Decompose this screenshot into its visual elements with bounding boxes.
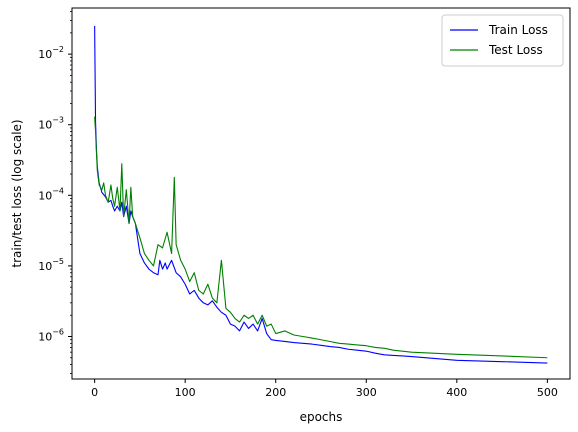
x-tick-label: 100 [175, 386, 196, 399]
y-tick-label: 10−5 [38, 257, 64, 273]
x-tick-label: 500 [537, 386, 558, 399]
y-tick-label: 10−2 [38, 45, 64, 61]
y-tick-label: 10−4 [38, 186, 64, 202]
legend-box [441, 14, 564, 67]
x-axis-label: epochs [300, 410, 343, 424]
x-tick-label: 200 [265, 386, 286, 399]
x-tick-label: 400 [446, 386, 467, 399]
legend-train-label: Train Loss [488, 23, 548, 37]
series-layer [94, 26, 548, 364]
y-axis-label: train/test loss (log scale) [10, 119, 24, 267]
x-axis: 0 100 200 300 400 500 [91, 379, 558, 399]
plot-area [71, 7, 571, 380]
y-axis: 10−6 10−5 10−4 10−3 10−2 [38, 11, 72, 374]
y-tick-label: 10−3 [38, 116, 64, 132]
y-tick-label: 10−6 [38, 327, 64, 343]
legend-test-label: Test Loss [488, 43, 543, 57]
series-line-test-loss [94, 116, 548, 359]
x-tick-label: 0 [91, 386, 98, 399]
x-tick-label: 300 [356, 386, 377, 399]
legend: Train Loss Test Loss [441, 14, 564, 67]
